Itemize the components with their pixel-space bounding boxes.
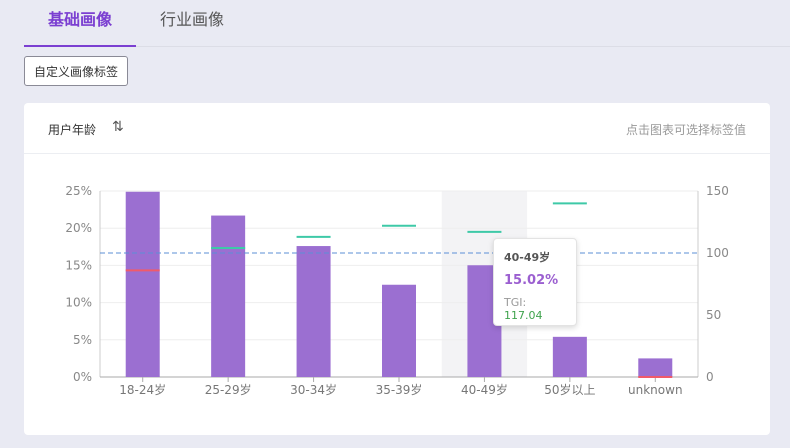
card-title: 用户年龄 <box>48 123 97 137</box>
tooltip-title: 40-49岁 <box>504 251 551 264</box>
sort-icon[interactable]: ⇅ <box>112 119 124 135</box>
tab-basic-profile[interactable]: 基础画像 <box>24 10 137 47</box>
x-tick-label: 50岁以上 <box>544 382 595 397</box>
bar-0[interactable] <box>125 191 160 377</box>
card-header: 用户年龄 ⇅ 点击图表可选择标签值 <box>24 103 770 154</box>
y-left-tick-label: 10% <box>65 296 92 310</box>
tab-industry-profile[interactable]: 行业画像 <box>160 10 225 29</box>
bar-2[interactable] <box>296 246 331 377</box>
bar-6[interactable] <box>638 358 673 377</box>
tooltip-tgi-value: 117.04 <box>504 309 543 322</box>
tab-bar: 基础画像 行业画像 <box>24 0 790 47</box>
y-left-tick-label: 25% <box>65 184 92 198</box>
custom-profile-tag-button[interactable]: 自定义画像标签 <box>24 56 128 86</box>
chart-tooltip: 40-49岁 15.02% TGI: 117.04 <box>493 238 577 326</box>
y-right-tick-label: 100 <box>706 246 729 260</box>
tooltip-tgi: TGI: 117.04 <box>504 296 566 322</box>
y-right-tick-label: 0 <box>706 370 714 384</box>
bar-5[interactable] <box>552 336 587 377</box>
y-right-tick-label: 150 <box>706 184 729 198</box>
x-tick-label: 25-29岁 <box>205 382 252 397</box>
bar-1[interactable] <box>211 215 246 377</box>
y-left-tick-label: 20% <box>65 221 92 235</box>
y-left-tick-label: 0% <box>73 370 92 384</box>
y-right-tick-label: 50 <box>706 308 721 322</box>
y-left-tick-label: 15% <box>65 258 92 272</box>
y-left-tick-label: 5% <box>73 333 92 347</box>
x-tick-label: 18-24岁 <box>119 382 166 397</box>
bar-3[interactable] <box>382 284 416 377</box>
x-tick-label: 35-39岁 <box>376 382 423 397</box>
tooltip-tgi-label: TGI: <box>504 296 527 309</box>
x-tick-label: unknown <box>628 383 683 397</box>
x-tick-label: 30-34岁 <box>290 382 337 397</box>
chart-hint: 点击图表可选择标签值 <box>625 123 746 137</box>
tooltip-value: 15.02% <box>504 273 559 288</box>
x-tick-label: 40-49岁 <box>461 382 508 397</box>
